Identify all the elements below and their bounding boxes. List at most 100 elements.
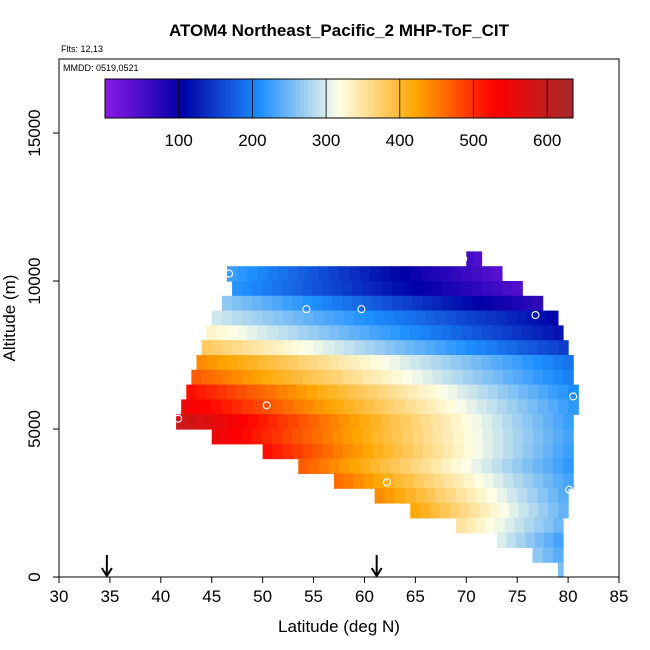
colorbar-segment: [284, 79, 289, 118]
colorbar-segment: [440, 79, 445, 118]
heatmap-cell: [282, 429, 293, 445]
flights-label: Flts: 12,13: [61, 44, 103, 54]
heatmap-cell: [538, 503, 549, 519]
heatmap-cell: [382, 443, 394, 460]
heatmap-cell: [425, 488, 437, 504]
dates-label: MMDD: 0519,0521: [63, 63, 139, 73]
heatmap-cell: [288, 325, 299, 341]
heatmap-cell: [491, 266, 503, 282]
heatmap-cell: [352, 369, 363, 386]
colorbar-segment: [112, 79, 118, 118]
colorbar-segment: [175, 79, 180, 118]
y-tick-label: 5000: [25, 410, 44, 448]
heatmap-cell: [512, 295, 524, 312]
colorbar-segment: [409, 79, 414, 118]
heatmap-cell: [522, 369, 534, 386]
colorbar-segment: [105, 79, 110, 118]
heatmap-cell: [491, 355, 503, 371]
heatmap-cell: [349, 355, 360, 371]
heatmap-cell: [395, 310, 406, 326]
heatmap-cell: [323, 399, 335, 415]
heatmap-cell: [372, 369, 383, 386]
heatmap-cell: [432, 369, 444, 386]
heatmap-cell: [252, 340, 264, 356]
heatmap-cell: [344, 310, 355, 326]
heatmap-cell: [558, 503, 569, 519]
colorbar-segment: [229, 79, 235, 118]
heatmap-cell: [302, 429, 313, 445]
heatmap-cell: [496, 310, 508, 326]
heatmap-cell: [257, 414, 269, 430]
heatmap-cell: [392, 429, 404, 445]
colorbar-segment: [417, 79, 422, 118]
heatmap-cell: [465, 517, 477, 534]
colorbar-segment: [420, 79, 426, 118]
heatmap-cell: [459, 503, 471, 519]
heatmap-cell: [288, 266, 299, 282]
heatmap-cell: [181, 399, 192, 415]
heatmap-cell: [352, 295, 363, 312]
heatmap-cell: [422, 369, 434, 386]
heatmap-cell: [512, 429, 524, 445]
heatmap-cell: [262, 295, 273, 312]
x-tick-label: 40: [151, 587, 170, 606]
heatmap-cell: [221, 399, 233, 415]
colorbar-segment: [413, 79, 418, 118]
heatmap-cell: [332, 295, 343, 312]
heatmap-cell: [563, 458, 574, 474]
colorbar-segment: [428, 79, 434, 118]
heatmap-cell: [349, 266, 360, 282]
colorbar-segment: [530, 79, 535, 118]
heatmap-cell: [544, 532, 555, 548]
heatmap-cell: [413, 473, 425, 489]
heatmap-cell: [308, 325, 320, 341]
heatmap-cell: [347, 384, 358, 400]
colorbar-segment: [132, 79, 137, 118]
heatmap-cell: [292, 443, 304, 460]
heatmap-cell: [272, 340, 284, 356]
heatmap-cell: [242, 399, 254, 415]
heatmap-cell: [277, 266, 289, 282]
heatmap-cell: [328, 325, 340, 341]
colorbar-segment: [257, 79, 262, 118]
heatmap-cell: [328, 266, 340, 282]
heatmap-cell: [504, 517, 516, 534]
heatmap-cell: [232, 340, 243, 356]
heatmap-cell: [377, 384, 388, 400]
heatmap-cell: [557, 488, 569, 504]
heatmap-cell: [527, 399, 539, 415]
heatmap-cell: [382, 369, 393, 386]
heatmap-cell: [352, 429, 363, 445]
heatmap-cell: [491, 414, 503, 430]
heatmap-cell: [400, 266, 411, 282]
heatmap-cell: [364, 399, 376, 415]
heatmap-cell: [563, 414, 574, 430]
heatmap-cell: [333, 310, 345, 326]
heatmap-cell: [283, 399, 294, 415]
heatmap-cell: [512, 355, 523, 371]
heatmap-cell: [354, 340, 366, 356]
heatmap-cell: [542, 414, 554, 430]
heatmap-cell: [517, 310, 528, 326]
heatmap-cell: [522, 458, 534, 474]
heatmap-cell: [247, 355, 259, 371]
colorbar-segment: [171, 79, 176, 118]
heatmap-cell: [342, 429, 353, 445]
heatmap-cell: [471, 266, 483, 282]
heatmap-cell: [433, 473, 445, 489]
heatmap-cell: [456, 517, 467, 534]
heatmap-cell: [568, 384, 579, 400]
heatmap-cell: [507, 384, 519, 400]
heatmap-cell: [373, 473, 385, 489]
heatmap-cell: [487, 384, 499, 400]
heatmap-cell: [463, 473, 475, 489]
heatmap-cell: [283, 340, 294, 356]
heatmap-cell: [442, 443, 454, 460]
heatmap-cell: [471, 355, 483, 371]
heatmap-cell: [452, 429, 464, 445]
heatmap-cell: [485, 517, 496, 534]
colorbar-segment: [128, 79, 133, 118]
heatmap-cell: [475, 517, 486, 534]
colorbar-segment: [553, 79, 558, 118]
heatmap-cell: [527, 310, 539, 326]
